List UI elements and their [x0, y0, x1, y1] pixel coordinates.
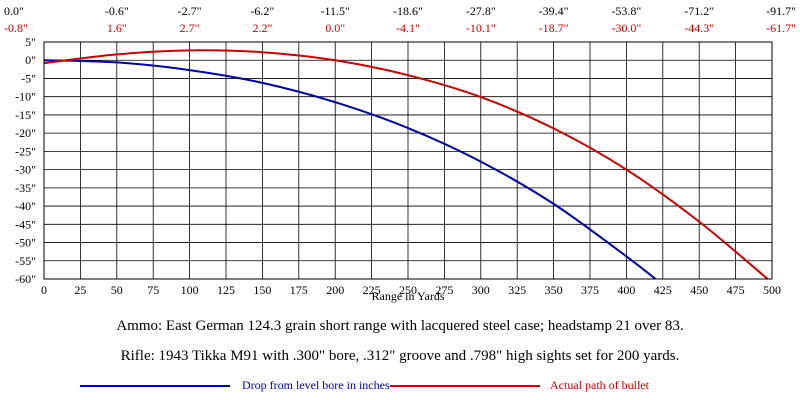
x-tick-label: 50 [111, 283, 123, 297]
y-tick-label: -20" [15, 126, 36, 140]
x-tick-label: 300 [472, 283, 490, 297]
x-tick-label: 375 [581, 283, 599, 297]
y-tick-label: -35" [15, 181, 36, 195]
series-layer [43, 49, 769, 280]
top-drop-label: -18.6" [393, 4, 423, 18]
ammo-caption: Ammo: East German 124.3 grain short rang… [116, 318, 684, 334]
y-tick-label: -40" [15, 199, 36, 213]
top-drop-label: -0.6" [105, 4, 129, 18]
top-drop-label: -11.5" [320, 4, 350, 18]
x-tick-label: 325 [508, 283, 526, 297]
top-drop-label: -27.8" [466, 4, 496, 18]
x-tick-label: 200 [326, 283, 344, 297]
x-tick-label: 125 [217, 283, 235, 297]
top-drop-label: -39.4" [539, 4, 569, 18]
legend-label-drop: Drop from level bore in inches [242, 378, 390, 392]
x-tick-label: 475 [727, 283, 745, 297]
y-tick-label: -45" [15, 217, 36, 231]
plot-frame [43, 41, 773, 280]
grid-lines [44, 42, 772, 279]
y-tick-label: -15" [15, 108, 36, 122]
y-tick-label: -55" [15, 254, 36, 268]
top-drop-label: -2.7" [178, 4, 202, 18]
top-path-label: 1.6" [107, 21, 127, 35]
y-axis-ticks: 5" 0" -5" -10" -15" -20" -25" -30" -35" -40" -45" -… [15, 35, 36, 286]
top-drop-label: -91.7" [766, 4, 796, 18]
x-tick-label: 500 [763, 283, 781, 297]
x-tick-label: 25 [74, 283, 86, 297]
top-drop-label: 0.0" [4, 4, 24, 18]
top-path-label: -0.8" [4, 21, 28, 35]
top-path-label: -10.1" [466, 21, 496, 35]
y-tick-label: -25" [15, 144, 36, 158]
top-path-label: -18.7" [539, 21, 569, 35]
y-tick-label: -5" [21, 71, 36, 85]
top-path-label: 2.2" [252, 21, 272, 35]
top-value-labels: 0.0" -0.8" -0.6" 1.6" -2.7" 2.7" -6.2" 2.2" -11.… [4, 4, 796, 35]
y-tick-label: -50" [15, 236, 36, 250]
x-tick-label: 175 [290, 283, 308, 297]
legend-swatch-drop [80, 385, 230, 387]
series-line-drop [43, 59, 657, 280]
x-tick-label: 450 [690, 283, 708, 297]
top-path-label: -30.0" [611, 21, 641, 35]
y-tick-label: -60" [15, 272, 36, 286]
x-tick-label: 425 [654, 283, 672, 297]
x-tick-label: 150 [253, 283, 271, 297]
top-drop-label: -53.8" [611, 4, 641, 18]
top-path-label: -61.7" [766, 21, 796, 35]
ballistics-chart: 5" 0" -5" -10" -15" -20" -25" -30" -35" -40" -45" -… [4, 4, 796, 303]
x-tick-label: 225 [363, 283, 381, 297]
series-line-path [43, 49, 769, 280]
y-tick-label: -10" [15, 90, 36, 104]
x-axis-ticks: 0 25 50 75 100 125 150 175 200 225 250 275 300 325 350… [41, 283, 781, 297]
top-path-label: -44.3" [684, 21, 714, 35]
x-tick-label: 250 [399, 283, 417, 297]
y-tick-label: -30" [15, 163, 36, 177]
top-drop-label: -6.2" [250, 4, 274, 18]
y-tick-label: 5" [25, 35, 36, 49]
x-tick-label: 75 [147, 283, 159, 297]
x-tick-label: 350 [545, 283, 563, 297]
top-drop-label: -71.2" [684, 4, 714, 18]
y-tick-label: 0" [25, 53, 36, 67]
legend-label-path: Actual path of bullet [550, 378, 649, 392]
x-tick-label: 100 [181, 283, 199, 297]
top-path-label: 0.0" [325, 21, 345, 35]
x-tick-label: 400 [617, 283, 635, 297]
rifle-caption: Rifle: 1943 Tikka M91 with .300" bore, .… [120, 348, 680, 364]
top-path-label: 2.7" [180, 21, 200, 35]
x-axis-label: Range in Yards [371, 289, 444, 303]
top-path-label: -4.1" [396, 21, 420, 35]
x-tick-label: 0 [41, 283, 47, 297]
legend-swatch-path [390, 385, 540, 387]
x-tick-label: 275 [435, 283, 453, 297]
